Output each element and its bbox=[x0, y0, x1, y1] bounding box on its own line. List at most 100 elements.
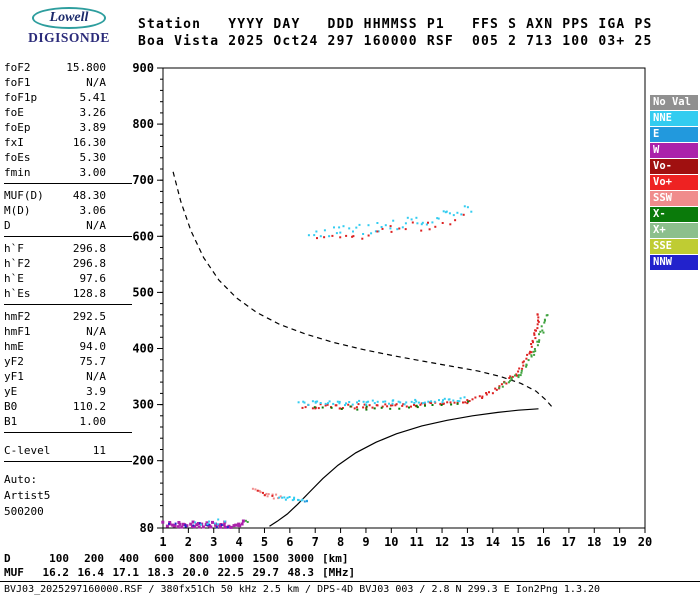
f2-echo-o-mode-dot bbox=[522, 364, 525, 367]
x-tick-label: 10 bbox=[384, 535, 398, 549]
dist-cell: 1000 bbox=[217, 552, 245, 565]
f2-echo-nne-dot bbox=[443, 397, 446, 400]
status-bar: BVJ03_2025297160000.RSF / 380fx51Ch 50 k… bbox=[0, 581, 700, 595]
dist-cell: MUF bbox=[4, 566, 24, 579]
second-hop-o-dot bbox=[323, 236, 326, 239]
es-echo-e-dot bbox=[306, 500, 308, 503]
f2-echo-o-mode-dot bbox=[442, 402, 445, 405]
second-hop-o-dot bbox=[361, 237, 364, 240]
f2-echo-o-mode-dot bbox=[410, 405, 412, 408]
parameter-panel: foF2 15.800 foF1 N/A foF1p 5.41 foE 3.26 foEp 3.8… bbox=[4, 60, 132, 520]
second-hop-o-dot bbox=[331, 234, 334, 237]
f2-echo-x-mode-dot bbox=[538, 333, 540, 336]
f2-echo-nne-dot bbox=[311, 400, 314, 403]
f2-echo-nne-dot bbox=[365, 403, 368, 406]
param-value: N/A bbox=[86, 325, 106, 338]
noise-band-w-dot bbox=[197, 525, 201, 529]
noise-band-w-dot bbox=[232, 524, 236, 528]
header-row-labels: Station YYYY DAY DDD HHMMSS P1 FFS S AXN… bbox=[138, 17, 653, 32]
second-hop-nne-dot bbox=[342, 225, 345, 228]
x-tick-label: 9 bbox=[362, 535, 369, 549]
second-hop-nne-dot bbox=[370, 232, 373, 235]
param-value: 128.8 bbox=[72, 287, 106, 300]
f2-echo-x-mode-dot bbox=[525, 365, 528, 368]
x-tick-label: 2 bbox=[185, 535, 192, 549]
param-label: h`E bbox=[4, 272, 24, 285]
f2-echo-nne-dot bbox=[430, 400, 433, 403]
f2-echo-x-sparse-dot bbox=[467, 400, 470, 403]
f2-echo-x-sparse-dot bbox=[415, 404, 418, 407]
f2-echo-o-mode-dot bbox=[474, 396, 477, 399]
param-value: 48.30 bbox=[72, 189, 106, 202]
second-hop-nne-dot bbox=[319, 235, 322, 238]
f2-echo-nne-dot bbox=[297, 401, 300, 404]
param-row: M(D) 3.06 bbox=[4, 203, 132, 218]
f2-echo-nne-dot bbox=[399, 401, 402, 404]
second-hop-nne-dot bbox=[358, 223, 361, 226]
second-hop-o-dot bbox=[449, 223, 452, 226]
dist-cell: [MHz] bbox=[322, 566, 356, 579]
f2-echo-o-mode-dot bbox=[532, 341, 534, 344]
dist-cell: 48.3 bbox=[287, 566, 315, 579]
second-hop-nne-dot bbox=[384, 224, 387, 227]
noise-band-w-dot bbox=[229, 525, 233, 529]
f2-echo-o-mode-dot bbox=[389, 404, 392, 407]
second-hop-nne-dot bbox=[333, 226, 335, 229]
y-tick-label: 200 bbox=[132, 454, 154, 468]
noise-band-nne-dot bbox=[216, 523, 219, 526]
f2-echo-o-mode-dot bbox=[478, 395, 481, 398]
f2-echo-o-mode-dot bbox=[402, 403, 405, 406]
f2-echo-o-mode-dot bbox=[516, 374, 518, 377]
f2-echo-o-mode-dot bbox=[466, 402, 469, 405]
f2-echo-x-mode-dot bbox=[503, 381, 506, 384]
f2-echo-x-mode-dot bbox=[536, 340, 539, 343]
second-hop-nne-dot bbox=[431, 221, 434, 224]
f2-echo-o-mode-dot bbox=[381, 405, 384, 408]
f2-echo-o-mode-dot bbox=[420, 402, 423, 405]
param-value: 75.7 bbox=[79, 355, 107, 368]
f2-echo-x-mode-dot bbox=[546, 314, 549, 317]
dist-cell: 3000 bbox=[287, 552, 315, 565]
noise-band-w-dot bbox=[191, 520, 195, 524]
legend-item-x-: X+ bbox=[650, 223, 698, 238]
f2-echo-x-sparse-dot bbox=[416, 406, 419, 409]
param-row: D N/A bbox=[4, 218, 132, 233]
x-tick-label: 8 bbox=[337, 535, 344, 549]
f2-echo-x-mode-dot bbox=[520, 369, 523, 372]
second-hop-o-dot bbox=[462, 213, 465, 216]
second-hop-nne-dot bbox=[410, 218, 413, 221]
f2-echo-nne-dot bbox=[373, 402, 376, 405]
f2-echo-nne-dot bbox=[307, 403, 310, 406]
param-label: D bbox=[4, 219, 11, 232]
x-tick-label: 14 bbox=[486, 535, 500, 549]
f2-echo-nne-dot bbox=[397, 400, 400, 403]
es-echo-nne-dot bbox=[288, 496, 291, 498]
noise-band-nnw-dot bbox=[174, 522, 177, 525]
lowell-digisonde-logo: Lowell DIGISONDE bbox=[8, 6, 130, 46]
y-tick-label: 700 bbox=[132, 173, 154, 187]
f2-echo-o-mode-dot bbox=[423, 403, 426, 406]
f2-echo-o-mode-dot bbox=[505, 382, 508, 385]
noise-band-w-dot bbox=[173, 524, 177, 528]
f2-echo-x-sparse-dot bbox=[380, 406, 383, 409]
f2-echo-o-mode-dot bbox=[456, 401, 459, 404]
f2-echo-nne-dot bbox=[324, 402, 327, 405]
param-value: 3.26 bbox=[79, 106, 107, 119]
f2-echo-x-mode-dot bbox=[538, 340, 540, 343]
logo-digisonde-text: DIGISONDE bbox=[28, 30, 110, 45]
param-value: 94.0 bbox=[79, 340, 107, 353]
second-hop-nne-dot bbox=[323, 229, 326, 232]
f2-echo-o-mode-dot bbox=[495, 388, 498, 391]
param-row: B0 110.2 bbox=[4, 399, 132, 414]
x-tick-label: 20 bbox=[638, 535, 652, 549]
f2-echo-o-mode-dot bbox=[353, 407, 356, 410]
param-label: foEp bbox=[4, 121, 31, 134]
f2-echo-o-mode-dot bbox=[430, 402, 433, 404]
y-tick-label: 800 bbox=[132, 117, 154, 131]
f2-echo-x-mode-dot bbox=[532, 350, 535, 353]
f2-echo-o-mode-dot bbox=[419, 403, 422, 406]
param-value: 15.800 bbox=[66, 61, 106, 74]
f2-echo-o-mode-dot bbox=[335, 404, 338, 407]
noise-band-nnw-dot bbox=[168, 522, 170, 525]
f2-echo-nne-dot bbox=[417, 401, 420, 404]
